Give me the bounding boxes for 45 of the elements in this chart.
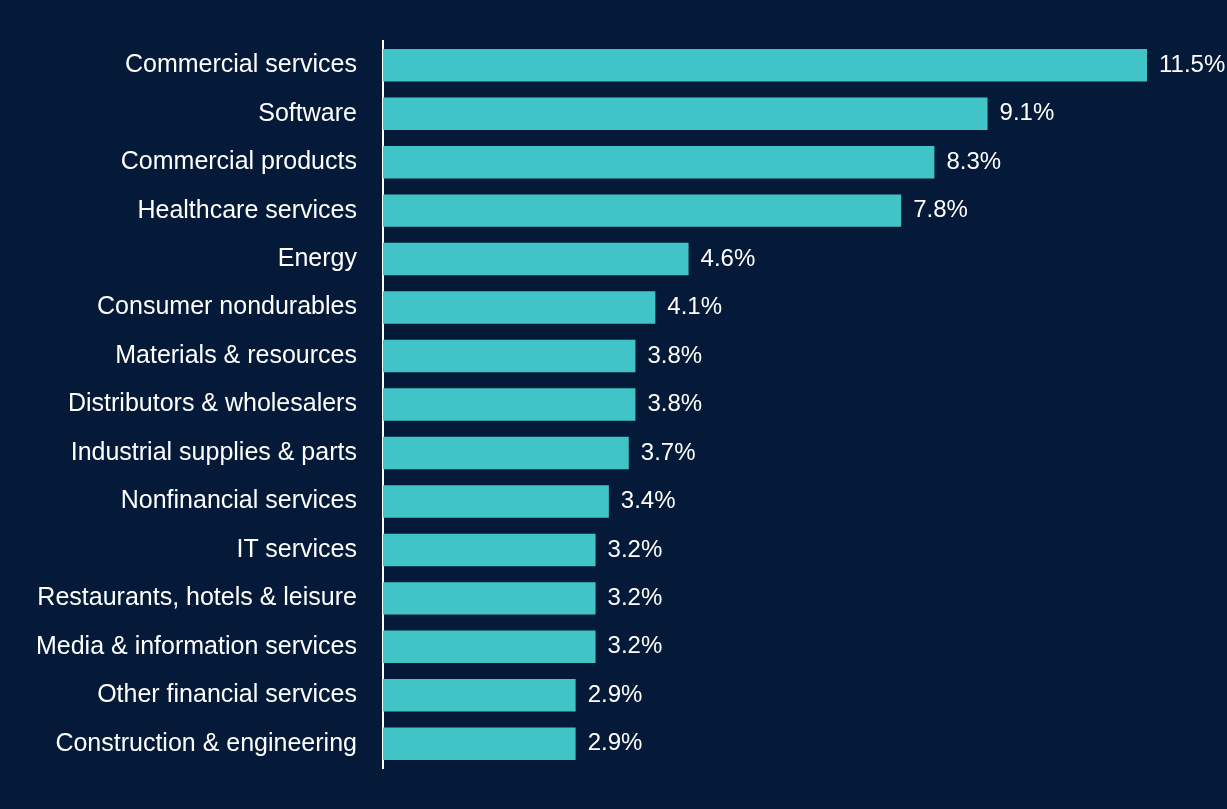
- y-tick-label: Commercial services: [124, 49, 357, 78]
- data-label: 3.7%: [640, 437, 696, 465]
- data-label: 3.8%: [647, 389, 703, 417]
- bar: [382, 145, 935, 179]
- data-label: 2.9%: [587, 728, 643, 756]
- y-tick-label: Nonfinancial services: [120, 485, 357, 514]
- y-tick-label: Energy: [277, 242, 358, 271]
- bar: [382, 436, 629, 470]
- y-tick-label: Consumer nondurables: [97, 291, 357, 320]
- bar: [382, 630, 596, 664]
- bar: [382, 97, 988, 130]
- y-tick-label: Commercial products: [120, 146, 357, 175]
- bar: [382, 49, 1147, 82]
- data-label: 7.8%: [913, 195, 968, 223]
- y-tick-label: Construction & engineering: [55, 727, 357, 756]
- bar: [382, 582, 596, 615]
- bar: [382, 485, 609, 518]
- bar: [382, 679, 576, 712]
- bar: [382, 194, 902, 227]
- y-tick-label: Healthcare services: [137, 194, 357, 223]
- y-tick-label: Media & information services: [35, 630, 357, 659]
- bar: [382, 727, 576, 760]
- bar: [382, 388, 636, 421]
- y-tick-label: Industrial supplies & parts: [70, 436, 357, 465]
- data-label: 3.2%: [607, 534, 663, 562]
- y-tick-label: Materials & resources: [115, 339, 357, 368]
- y-tick-label: IT services: [236, 533, 357, 562]
- bar: [382, 242, 689, 276]
- bar: [382, 533, 596, 567]
- y-tick-label: Other financial services: [97, 679, 357, 708]
- y-tick-label: Restaurants, hotels & leisure: [37, 582, 357, 611]
- data-label: 3.8%: [647, 340, 703, 368]
- bar: [382, 291, 656, 324]
- data-label: 4.1%: [667, 292, 723, 320]
- data-label: 4.6%: [700, 243, 756, 271]
- data-label: 3.2%: [607, 631, 663, 659]
- data-label: 11.5%: [1159, 49, 1226, 77]
- y-tick-label: Software: [258, 97, 357, 126]
- data-label: 8.3%: [946, 146, 1002, 174]
- data-label: 9.1%: [999, 98, 1055, 126]
- data-label: 3.4%: [620, 486, 676, 514]
- bar: [382, 339, 636, 373]
- data-label: 3.2%: [607, 582, 663, 610]
- data-label: 2.9%: [587, 679, 643, 707]
- y-tick-label: Distributors & wholesalers: [67, 388, 357, 417]
